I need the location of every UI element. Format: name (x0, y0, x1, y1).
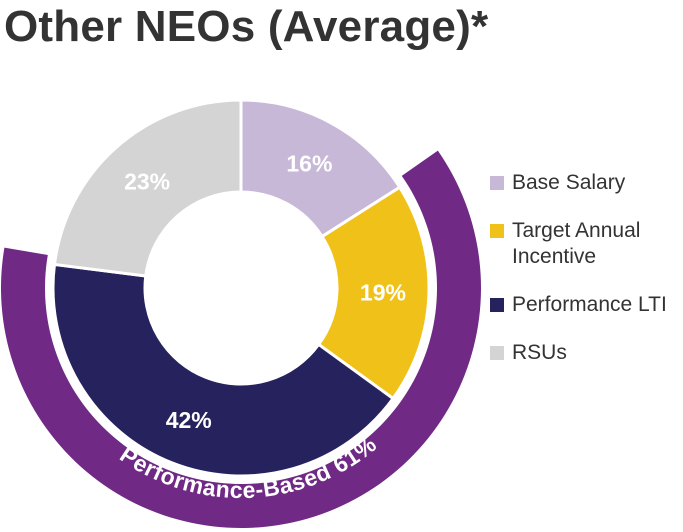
ring-group (0, 150, 482, 528)
legend-swatch (490, 346, 504, 360)
legend-label: Performance LTI (512, 293, 667, 316)
slice-target-annual-incentive (316, 185, 431, 401)
slice-base-salary (239, 98, 402, 239)
legend-item-rsus: RSUs (490, 340, 683, 366)
chart-title: Other NEOs (Average)* (4, 2, 489, 51)
legend-label: Target Annual Incentive (512, 219, 641, 268)
legend-label: Base Salary (512, 171, 626, 194)
legend-label: RSUs (512, 341, 567, 364)
performance-based-ring (0, 150, 482, 528)
labels-group: 16% 19% 42% 23% (124, 151, 406, 433)
slice-label-rsus: 23% (124, 168, 170, 194)
legend-swatch (490, 224, 504, 238)
slice-label-target-annual-incentive: 19% (360, 279, 406, 305)
legend-item-target-annual-incentive: Target Annual Incentive (490, 218, 683, 270)
legend-item-performance-lti: Performance LTI (490, 292, 683, 318)
slice-label-base-salary: 16% (286, 151, 332, 177)
legend-swatch (490, 176, 504, 190)
slices-group (51, 98, 431, 478)
slice-rsus (52, 98, 243, 278)
slice-performance-lti (51, 262, 396, 478)
legend: Base Salary Target Annual Incentive Perf… (490, 170, 683, 388)
legend-swatch (490, 298, 504, 312)
slice-label-performance-lti: 42% (166, 407, 212, 433)
legend-item-base-salary: Base Salary (490, 170, 683, 196)
